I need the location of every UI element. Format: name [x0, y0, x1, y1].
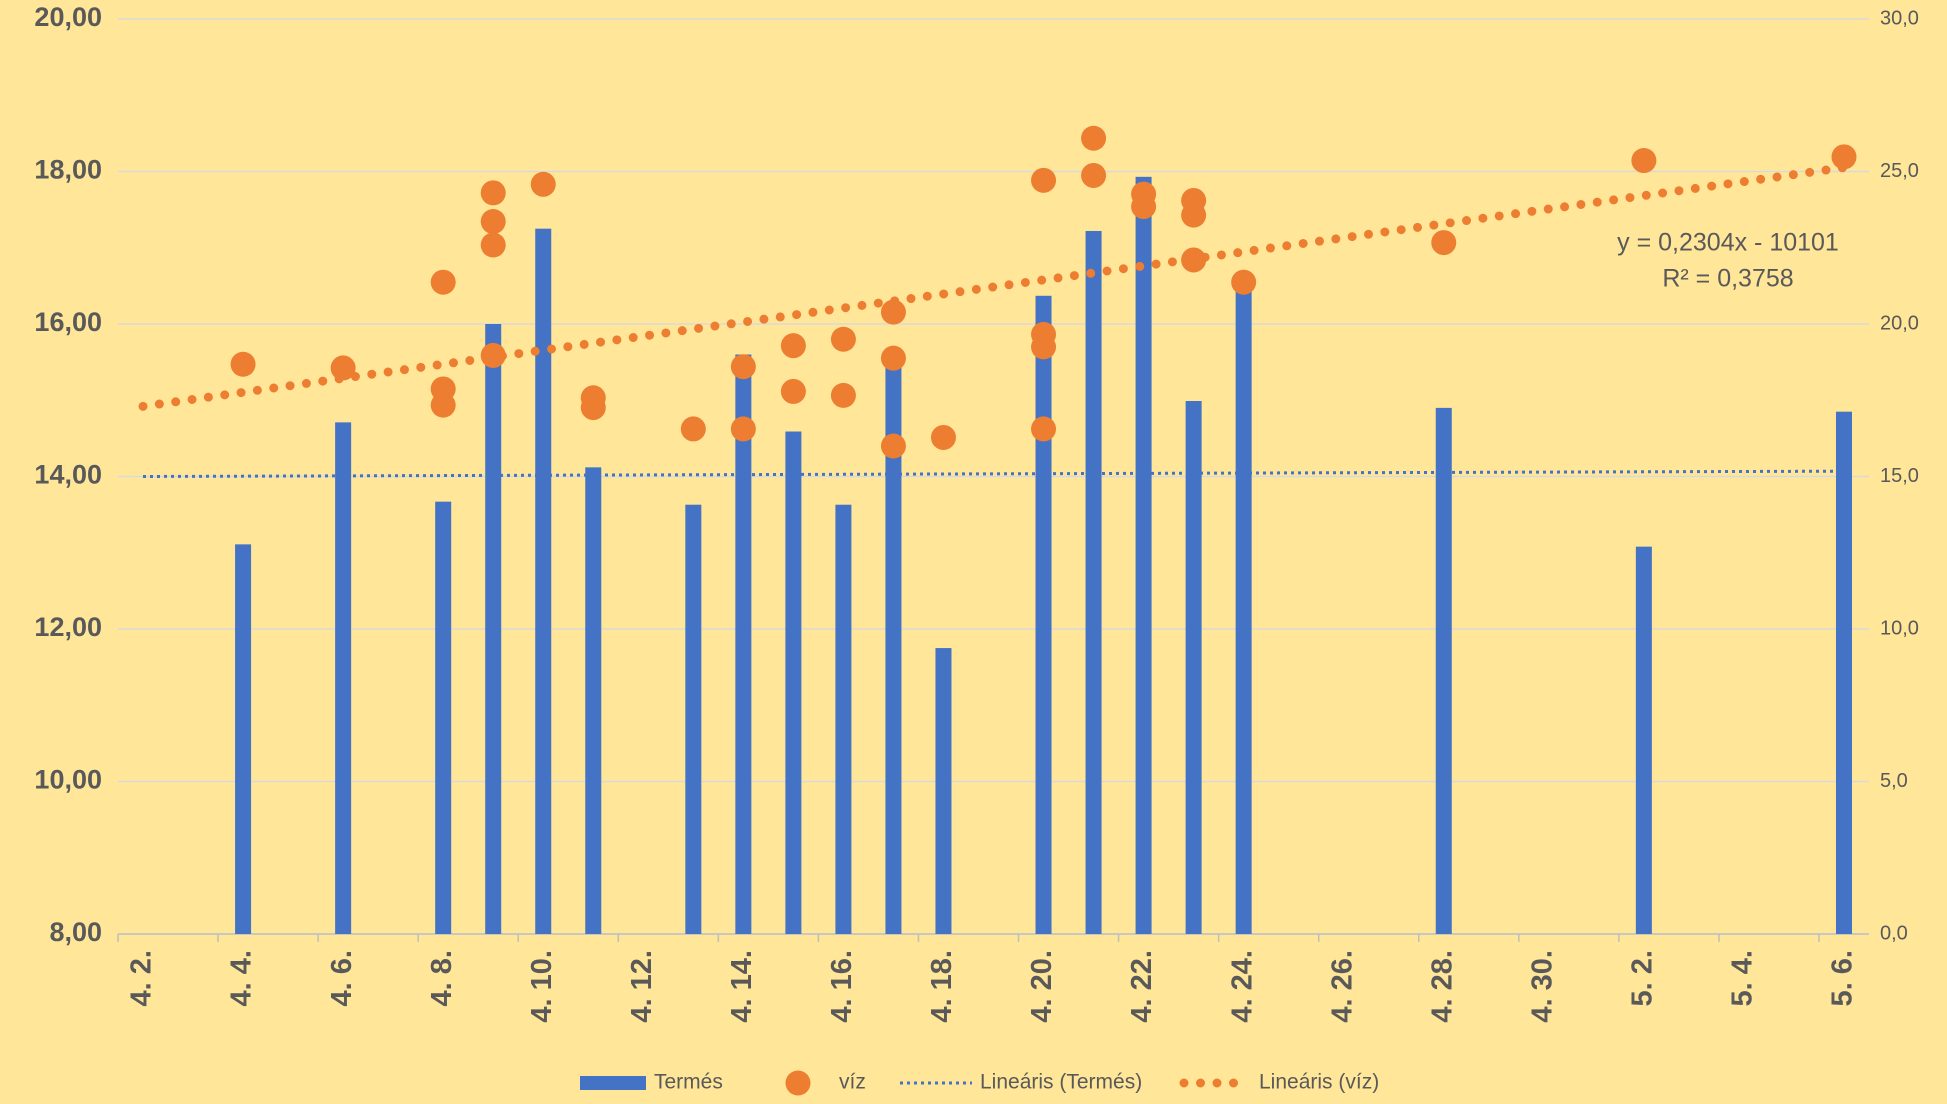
scatter-point [1831, 144, 1857, 170]
bar [1835, 411, 1852, 934]
x-tick-label: 4. 18. [926, 950, 958, 1023]
trend-equation: y = 0,2304x - 10101 [1617, 229, 1839, 257]
bar [1135, 176, 1152, 934]
x-tick-label: 4. 20. [1026, 950, 1058, 1023]
x-tick-label: 4. 14. [726, 950, 758, 1023]
y2-tick-label: 20,0 [1880, 312, 1919, 334]
legend: Termés víz Lineáris (Termés) Lineáris (víz) [580, 1070, 1379, 1096]
scatter-point [780, 378, 806, 404]
x-tick-label: 5. 6. [1827, 950, 1859, 1006]
scatter-point [1631, 148, 1657, 174]
legend-label: víz [839, 1071, 866, 1094]
legend-label: Lineáris (víz) [1259, 1071, 1379, 1094]
scatter-point [480, 180, 506, 206]
bar [1235, 285, 1252, 934]
scatter-point [480, 232, 506, 258]
y2-tick-label: 15,0 [1880, 465, 1919, 487]
x-tick-label: 4. 30. [1526, 950, 1558, 1023]
bar [935, 648, 952, 934]
scatter-point [930, 424, 956, 450]
bar [335, 422, 352, 934]
scatter-point [530, 171, 556, 197]
y-tick-label: 14,00 [34, 460, 102, 490]
scatter-point [1031, 167, 1057, 193]
trendline [138, 163, 1849, 411]
x-tick-label: 4. 10. [526, 950, 558, 1023]
scatter-point [1231, 269, 1257, 295]
scatter-point [880, 345, 906, 371]
scatter-point [1081, 125, 1107, 151]
bar [1085, 230, 1102, 935]
bar [1635, 546, 1652, 934]
x-tick-label: 5. 2. [1627, 950, 1659, 1006]
scatter-point [880, 433, 906, 459]
y-tick-label: 16,00 [34, 307, 102, 337]
trend-r2: R² = 0,3758 [1662, 265, 1793, 293]
x-tick-label: 5. 4. [1727, 950, 1759, 1006]
bar [685, 504, 702, 934]
legend-swatch [580, 1076, 646, 1090]
scatter-point [230, 351, 256, 377]
legend-label: Lineáris (Termés) [980, 1071, 1142, 1094]
bar [885, 354, 902, 934]
scatter-point [680, 416, 706, 442]
scatter-point [480, 209, 506, 235]
y-tick-label: 12,00 [34, 612, 102, 642]
bar [785, 431, 802, 934]
x-tick-label: 4. 28. [1426, 950, 1458, 1023]
scatter-point [780, 333, 806, 359]
y-tick-label: 20,00 [34, 2, 102, 32]
y-tick-label: 18,00 [34, 155, 102, 185]
y2-tick-label: 10,0 [1880, 617, 1919, 639]
scatter-point [730, 354, 756, 380]
y2-tick-label: 5,0 [1880, 770, 1908, 792]
x-tick-label: 4. 12. [626, 950, 658, 1023]
scatter-point [830, 382, 856, 408]
y2-tick-label: 30,0 [1880, 7, 1919, 29]
scatter-point [330, 355, 356, 381]
scatter-point [430, 392, 456, 418]
bar [585, 467, 602, 934]
y-tick-label: 8,00 [49, 917, 102, 947]
scatter-point [1031, 416, 1057, 442]
scatter-point [1081, 162, 1107, 188]
bar [435, 501, 452, 934]
x-tick-label: 4. 4. [226, 950, 258, 1006]
scatter-point [730, 416, 756, 442]
x-tick-label: 4. 2. [126, 950, 158, 1006]
bar [835, 504, 852, 934]
x-tick-label: 4. 8. [426, 950, 458, 1006]
x-tick-label: 4. 16. [826, 950, 858, 1023]
legend-swatch [785, 1070, 811, 1096]
scatter-point [1131, 194, 1157, 220]
bar [1185, 401, 1202, 934]
scatter-point [1181, 202, 1207, 228]
bar [735, 354, 752, 934]
x-tick-label: 4. 24. [1226, 950, 1258, 1023]
scatter-point [580, 395, 606, 421]
scatter-point [830, 326, 856, 352]
scatter-point [1181, 247, 1207, 273]
bar [235, 544, 252, 934]
y2-tick-label: 0,0 [1880, 922, 1908, 944]
x-tick-label: 4. 22. [1126, 950, 1158, 1023]
bar [535, 228, 552, 934]
legend-label: Termés [654, 1071, 723, 1094]
y-tick-label: 10,00 [34, 765, 102, 795]
x-tick-label: 4. 6. [326, 950, 358, 1006]
x-tick-label: 4. 26. [1326, 950, 1358, 1023]
scatter-point [880, 299, 906, 325]
y2-tick-label: 25,0 [1880, 160, 1919, 182]
bar [485, 324, 502, 934]
scatter-point [430, 269, 456, 295]
bar [1035, 295, 1052, 935]
bar [1435, 407, 1452, 934]
scatter-point [1031, 334, 1057, 360]
scatter-point [1431, 230, 1457, 256]
